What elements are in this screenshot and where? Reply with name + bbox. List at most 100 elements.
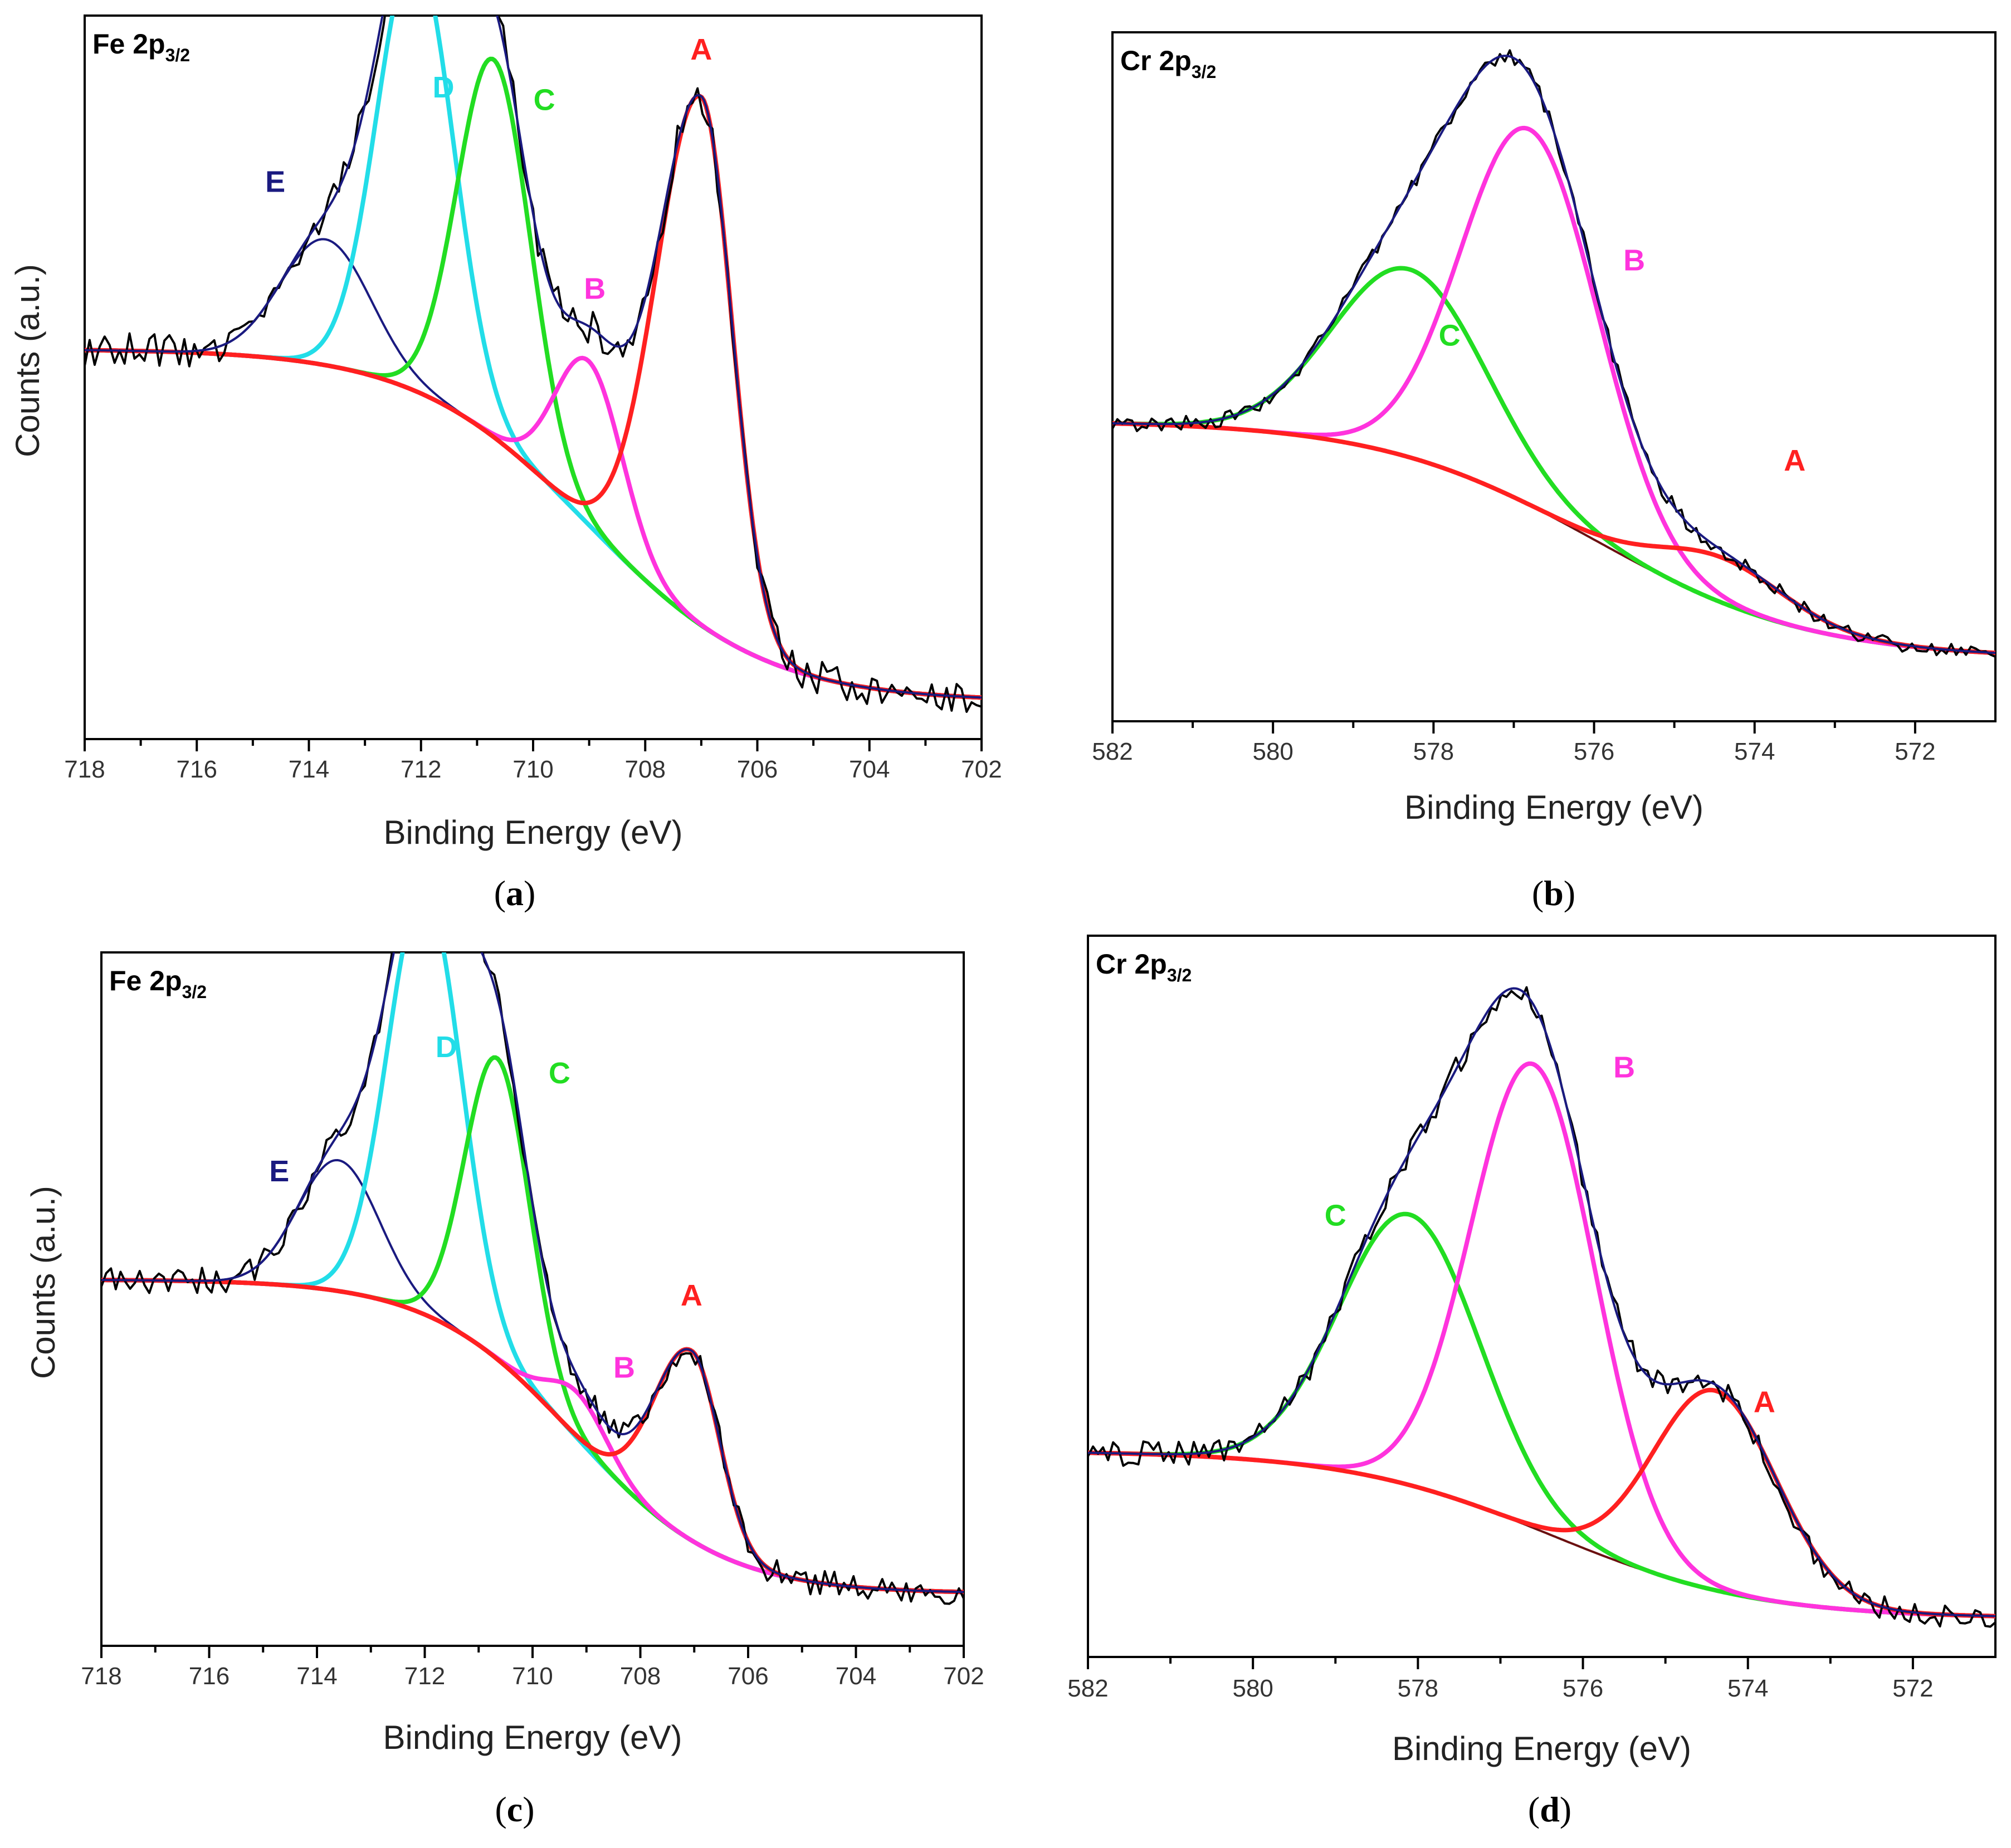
panel-caption-letter: d (1540, 1790, 1560, 1829)
peak-label-B: B (584, 272, 606, 305)
x-tick-label: 712 (401, 756, 441, 783)
x-tick-label: 572 (1895, 738, 1935, 765)
component-C-curve (1112, 266, 1995, 656)
plot-area (85, 16, 982, 713)
peak-label-E: E (269, 1155, 289, 1188)
x-tick-label: 576 (1563, 1675, 1603, 1702)
panel-title: Cr 2p3/2 (1120, 45, 1216, 82)
background-curve (85, 349, 982, 699)
peak-label-D: D (436, 1030, 457, 1064)
panel-title-main: Cr 2p (1120, 45, 1192, 76)
peak-label-C: C (549, 1057, 570, 1090)
x-tick-label: 708 (620, 1663, 661, 1690)
x-tick-label: 576 (1574, 738, 1614, 765)
panel-caption: (a) (494, 873, 536, 913)
panel-title: Cr 2p3/2 (1096, 949, 1192, 985)
panel-caption: (d) (1528, 1790, 1571, 1829)
plot-frame (84, 14, 983, 740)
fit-envelope-curve (85, 16, 982, 699)
x-tick-label: 716 (177, 756, 217, 783)
peak-label-A: A (681, 1279, 702, 1312)
plot-frame (1111, 31, 1997, 722)
x-tick-label: 712 (404, 1663, 445, 1690)
panel-b: 582 580 578 576 574 572 Binding Energy (eV) Cr … (1092, 31, 1997, 913)
peak-label-E: E (265, 165, 285, 198)
peak-label-A: A (690, 33, 712, 66)
background-curve (101, 1279, 964, 1593)
x-tick-label: 578 (1398, 1675, 1438, 1702)
x-tick-label: 716 (189, 1663, 230, 1690)
fit-envelope-curve (1112, 55, 1995, 654)
component-A-curve (85, 94, 982, 700)
peak-label-C: C (534, 83, 555, 116)
component-A-curve (1088, 1387, 1995, 1619)
raw-data-curve (1112, 49, 1995, 658)
component-C-curve (85, 56, 982, 700)
x-tick-label: 710 (512, 756, 553, 783)
component-B-curve (1088, 1061, 1995, 1619)
x-tick-label: 582 (1067, 1675, 1108, 1702)
panel-caption: (b) (1532, 873, 1575, 913)
x-tick-label: 718 (81, 1663, 121, 1690)
panel-title-subscript: 3/2 (182, 982, 207, 1002)
peak-label-A: A (1784, 444, 1805, 477)
component-A-curve (101, 1278, 964, 1595)
x-axis-title: Binding Energy (eV) (1404, 789, 1704, 826)
peak-label-B: B (1613, 1050, 1635, 1084)
panel-title: Fe 2p3/2 (92, 28, 190, 65)
background-curve (1088, 1451, 1995, 1617)
y-axis-title: Counts (a.u.) (25, 1186, 62, 1379)
x-axis-title: Binding Energy (eV) (1392, 1730, 1691, 1767)
peak-label-B: B (613, 1351, 635, 1384)
x-tick-label: 704 (836, 1663, 876, 1690)
x-tick-label: 702 (943, 1663, 984, 1690)
panel-title-main: Cr 2p (1096, 949, 1167, 980)
x-tick-label: 708 (625, 756, 666, 783)
component-A-curve (1112, 421, 1995, 656)
peak-label-A: A (1754, 1386, 1775, 1419)
peak-label-D: D (433, 71, 455, 104)
component-D-curve (101, 952, 964, 1595)
x-tick-label: 582 (1092, 738, 1133, 765)
background-curve (1112, 422, 1995, 654)
peak-label-B: B (1623, 243, 1645, 277)
plot-area (1112, 49, 1995, 658)
x-tick-label: 704 (849, 756, 890, 783)
plot-area (101, 952, 964, 1605)
component-C-curve (101, 1055, 964, 1595)
panel-caption-letter: a (506, 873, 524, 913)
peak-label-C: C (1439, 319, 1461, 352)
panel-title-subscript: 3/2 (1167, 965, 1192, 985)
x-tick-label: 706 (728, 1663, 768, 1690)
fit-envelope-curve (101, 952, 964, 1593)
y-axis-title: Counts (a.u.) (9, 264, 46, 457)
x-axis-title: Binding Energy (eV) (383, 1719, 682, 1756)
panel-title: Fe 2p3/2 (109, 965, 207, 1002)
panel-caption-letter: c (507, 1790, 523, 1829)
peak-label-C: C (1325, 1199, 1346, 1232)
x-tick-label: 580 (1252, 738, 1293, 765)
x-tick-label: 718 (64, 756, 105, 783)
panel-caption-letter: b (1544, 873, 1564, 913)
plot-frame (100, 951, 965, 1647)
x-tick-label: 702 (961, 756, 1002, 783)
x-tick-label: 714 (289, 756, 329, 783)
x-tick-label: 706 (737, 756, 778, 783)
plot-frame (1087, 935, 1997, 1658)
x-tick-label: 574 (1727, 1675, 1768, 1702)
x-tick-label: 580 (1232, 1675, 1273, 1702)
panel-title-main: Fe 2p (92, 28, 165, 60)
component-B-curve (85, 348, 982, 700)
x-tick-label: 574 (1734, 738, 1775, 765)
component-C-curve (1088, 1211, 1995, 1619)
panel-title-main: Fe 2p (109, 965, 182, 996)
fit-envelope-curve (1088, 987, 1995, 1617)
x-tick-label: 578 (1413, 738, 1454, 765)
x-tick-label: 710 (512, 1663, 553, 1690)
plot-area (1088, 986, 1995, 1628)
x-axis-title: Binding Energy (eV) (384, 814, 683, 851)
panel-title-subscript: 3/2 (1192, 62, 1216, 82)
panel-title-subscript: 3/2 (165, 45, 190, 65)
panel-caption: (c) (495, 1790, 534, 1829)
